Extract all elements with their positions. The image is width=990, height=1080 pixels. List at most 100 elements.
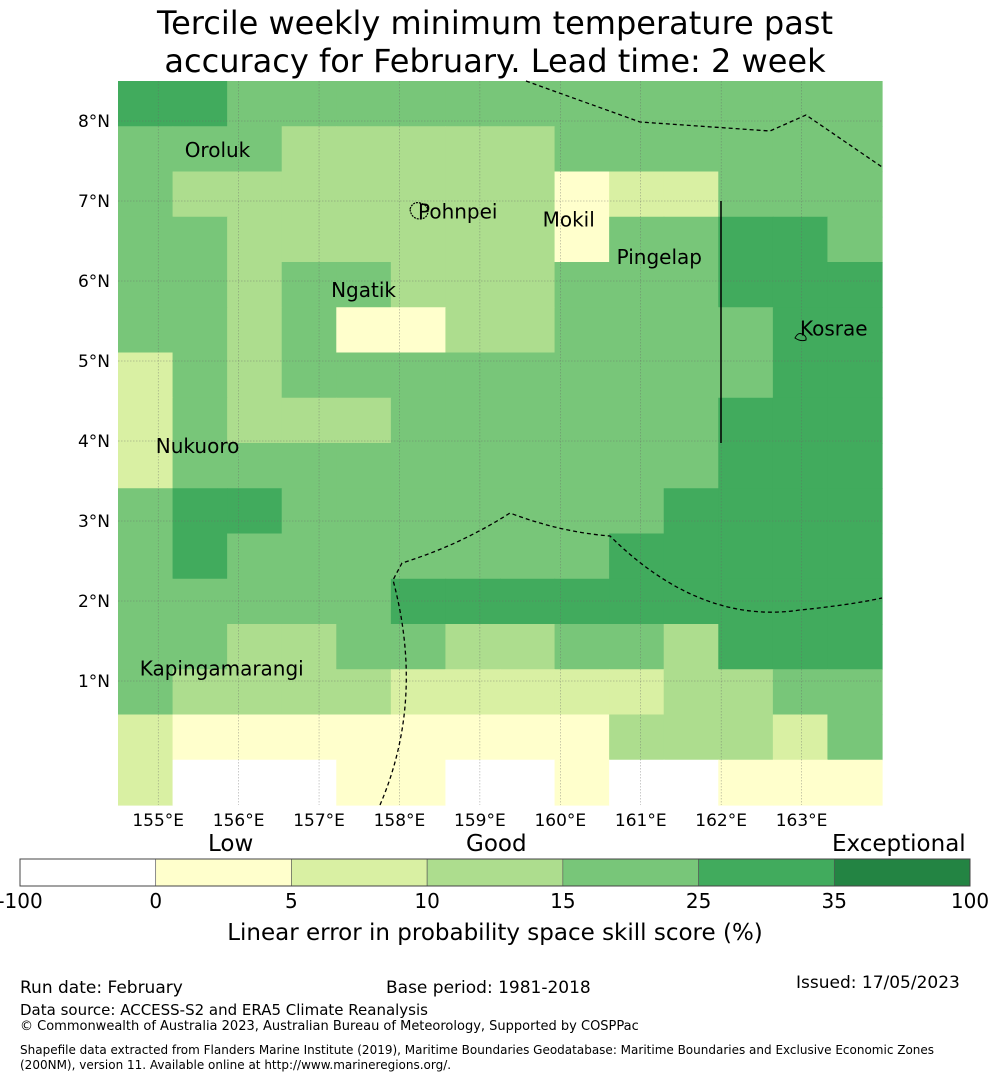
x-tick-label: 156°E — [213, 811, 265, 831]
grid-cell — [172, 262, 228, 308]
grid-cell — [554, 171, 610, 218]
grid-cell — [281, 171, 337, 218]
grid-cell — [281, 443, 337, 489]
colorbar-tick: 100 — [951, 889, 989, 913]
grid-cell — [609, 759, 665, 806]
chart-title: Tercile weekly minimum temperature past … — [0, 4, 990, 80]
grid-cell — [118, 759, 174, 806]
grid-cell — [500, 126, 556, 173]
place-labels: Oroluk Pohnpei Mokil Pingelap Ngatik Kosrae Nu… — [140, 138, 868, 680]
y-tick-label: 2°N — [78, 592, 110, 612]
grid-cell — [336, 624, 392, 670]
grid-cell — [554, 307, 610, 354]
grid-cell — [554, 488, 610, 535]
grid-cell — [172, 81, 228, 127]
x-tick-label: 155°E — [132, 811, 184, 831]
copyright: © Commonwealth of Australia 2023, Austra… — [20, 1019, 639, 1034]
grid-cell — [663, 488, 719, 535]
grid-cell — [227, 216, 283, 263]
grid-cell — [500, 624, 556, 670]
grid-cell — [772, 126, 829, 173]
grid-cell — [609, 397, 665, 444]
colorbar-segment — [698, 858, 835, 887]
grid-cell — [390, 262, 447, 308]
grid-cell — [663, 352, 719, 399]
place-label: Ngatik — [331, 278, 396, 302]
grid-cell — [281, 488, 337, 535]
grid-cell — [445, 443, 501, 489]
grid-cell — [336, 397, 392, 444]
grid-cell — [500, 307, 556, 354]
grid-cell — [554, 624, 610, 670]
grid-cell — [609, 578, 665, 625]
grid-cell — [554, 126, 610, 173]
grid-cell — [609, 443, 665, 489]
grid-cell — [118, 578, 174, 625]
base-period: Base period: 1981-2018 — [386, 978, 591, 998]
grid-cell — [336, 488, 392, 535]
grid-cell — [772, 759, 829, 806]
grid-cell — [663, 533, 719, 580]
grid-cell — [718, 714, 774, 761]
grid-cell — [445, 714, 501, 761]
colorbar-segment — [833, 858, 971, 887]
grid-cell — [227, 759, 283, 806]
grid-cell — [718, 307, 774, 354]
grid-cell — [827, 81, 883, 127]
grid-cell — [772, 443, 829, 489]
grid-cell — [554, 533, 610, 580]
grid-cell — [609, 714, 665, 761]
grid-cell — [172, 126, 228, 173]
grid-cell — [172, 443, 228, 489]
island-outlines — [409, 202, 807, 342]
grid-cell — [390, 669, 447, 716]
grid-cell — [772, 262, 829, 308]
y-tick-label: 3°N — [78, 512, 110, 532]
title-line-2: accuracy for February. Lead time: 2 week — [164, 42, 826, 80]
grid-cell — [718, 759, 774, 806]
grid-cell — [390, 533, 447, 580]
grid-cell — [718, 216, 774, 263]
grid-cell — [390, 443, 447, 489]
grid-cell — [281, 262, 337, 308]
grid-cell — [390, 171, 447, 218]
issued-date: Issued: 17/05/2023 — [796, 973, 960, 993]
grid-cell — [336, 714, 392, 761]
category-good: Good — [466, 831, 527, 857]
grid-cell — [663, 81, 719, 127]
grid-cell — [445, 397, 501, 444]
grid-cell — [118, 81, 174, 127]
grid-cell — [663, 216, 719, 263]
grid-cell — [663, 126, 719, 173]
grid-cell — [663, 624, 719, 670]
grid-cell — [554, 216, 610, 263]
grid-cell — [827, 352, 883, 399]
grid-cell — [445, 216, 501, 263]
eez-boundary-south — [379, 512, 883, 806]
grid-cell — [827, 578, 883, 625]
grid-cell — [390, 578, 447, 625]
grid-cell — [718, 171, 774, 218]
grid-cell — [718, 81, 774, 127]
grid-cell — [336, 443, 392, 489]
grid-cell — [172, 533, 228, 580]
grid-cell — [772, 624, 829, 670]
grid-cell — [118, 307, 174, 354]
pohnpei-outline — [409, 202, 429, 220]
grid-cell — [281, 624, 337, 670]
grid-cell — [281, 669, 337, 716]
grid-cell — [172, 759, 228, 806]
grid-cell — [663, 578, 719, 625]
grid-cell — [118, 714, 174, 761]
grid-cell — [281, 714, 337, 761]
grid-cell — [227, 397, 283, 444]
grid-cell — [390, 126, 447, 173]
grid-cell — [445, 262, 501, 308]
colorbar-tick: 35 — [822, 889, 847, 913]
grid-cell — [609, 171, 665, 218]
grid-cell — [445, 126, 501, 173]
grid-cell — [609, 488, 665, 535]
colorbar-label: Linear error in probability space skill … — [227, 920, 763, 946]
x-tick-labels: 155°E 156°E 157°E 158°E 159°E 160°E 161°E 162°E… — [132, 811, 827, 831]
grid-cell — [390, 488, 447, 535]
